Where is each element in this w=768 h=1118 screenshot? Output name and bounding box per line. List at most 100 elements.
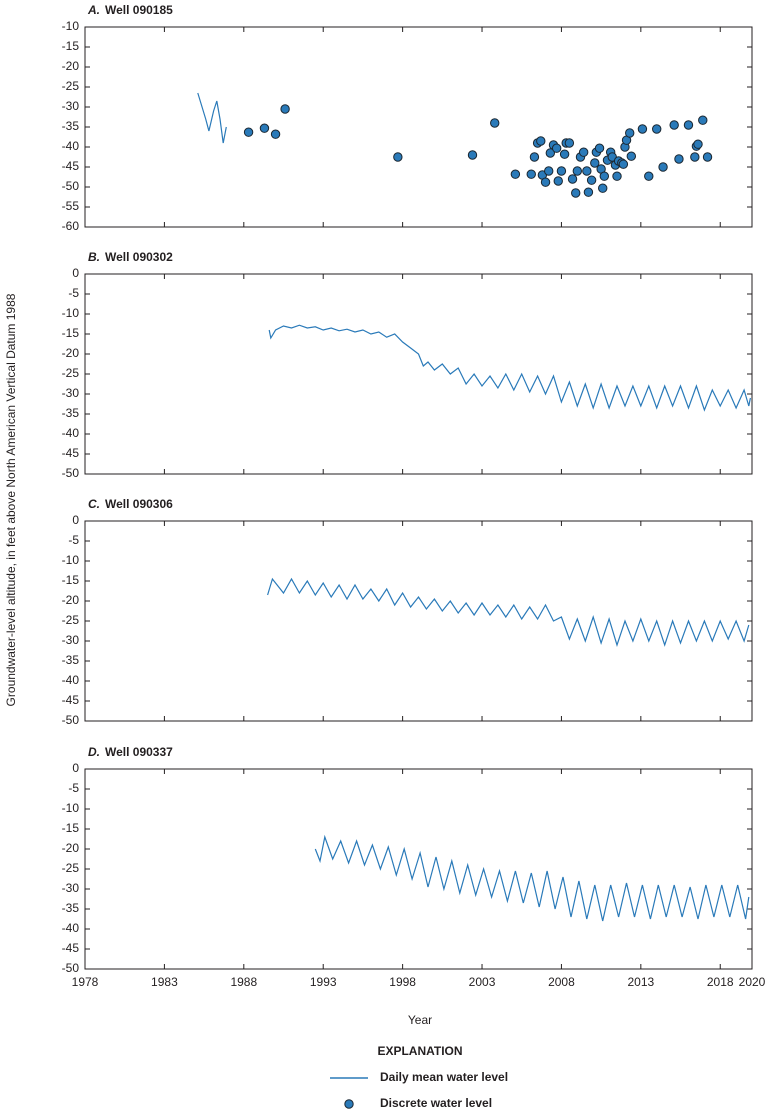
y-tick-label: 0 [72,266,79,280]
discrete-point [599,171,610,181]
discrete-point [280,104,290,114]
y-tick-label: -20 [62,59,80,73]
panel-title-text: Well 090337 [105,745,173,759]
x-tick-label: 1988 [230,975,257,989]
discrete-point [598,183,608,193]
y-tick-label: -25 [62,366,80,380]
y-tick-label: -45 [62,693,80,707]
discrete-point [393,152,403,162]
x-tick-label: 1993 [310,975,337,989]
discrete-point [243,127,254,137]
discrete-point [690,152,700,162]
y-tick-label: -5 [68,533,79,547]
y-tick-label: -20 [62,346,80,360]
x-axis-label: Year [408,1013,432,1027]
discrete-point [545,148,556,158]
panel-letter: B. [88,250,100,264]
y-tick-label: 0 [72,513,79,527]
legend-dot [344,1099,354,1109]
y-tick-label: -40 [62,426,80,440]
discrete-point [626,151,637,161]
y-tick-label: -10 [62,306,80,320]
discrete-point [669,120,679,130]
y-tick-label: -40 [62,921,80,935]
panel-title-text: Well 090302 [105,250,173,264]
discrete-point [559,149,570,159]
plot-frame [84,768,753,970]
y-tick-label: -50 [62,713,80,727]
plot-frame [84,520,753,722]
y-tick-label: -45 [62,159,80,173]
discrete-point [529,152,540,162]
y-tick-label: -55 [62,199,80,213]
panel-title-text: Well 090185 [105,3,173,17]
discrete-point [553,176,563,186]
discrete-point [658,162,668,172]
x-tick-label: 2013 [627,975,654,989]
panel-letter: A. [87,3,100,17]
discrete-point [540,177,551,187]
y-axis-label: Groundwater-level altitude, in feet abov… [4,293,18,706]
y-tick-label: -35 [62,653,80,667]
discrete-point [698,115,708,125]
legend-label: Discrete water level [380,1096,492,1110]
panel-title: A. Well 090185 [87,3,173,17]
y-tick-label: -10 [62,553,80,567]
y-tick-label: -5 [68,286,79,300]
y-tick-label: -50 [62,179,80,193]
discrete-point [571,188,581,198]
y-tick-label: -5 [68,781,79,795]
discrete-point [582,166,592,176]
discrete-point [510,169,521,179]
discrete-point [583,187,594,197]
y-tick-label: -25 [62,861,80,875]
y-tick-label: -30 [62,386,80,400]
y-tick-label: -45 [62,446,80,460]
panel-letter: C. [88,497,100,511]
discrete-point [683,120,694,130]
discrete-point [578,147,589,157]
y-tick-label: -10 [62,19,80,33]
discrete-point [490,118,500,128]
water-level-line [268,324,751,412]
discrete-point [551,143,562,153]
discrete-point [652,124,662,134]
plot-frame [84,273,753,475]
discrete-point [644,171,654,181]
discrete-point [567,174,578,184]
y-tick-label: -30 [62,881,80,895]
discrete-point [564,138,575,148]
y-tick-label: -20 [62,841,80,855]
x-tick-label: 2003 [469,975,496,989]
y-tick-label: -50 [62,961,80,975]
discrete-point [625,128,635,138]
discrete-point [586,175,597,185]
x-tick-label: 1998 [389,975,416,989]
y-tick-label: -15 [62,573,80,587]
y-tick-label: -45 [62,941,80,955]
discrete-point [467,150,478,160]
y-tick-label: -40 [62,673,80,687]
discrete-point [526,169,536,179]
x-tick-label: 1983 [151,975,178,989]
discrete-point [674,154,684,164]
y-tick-label: -15 [62,821,80,835]
discrete-point [590,158,600,168]
y-tick-label: -25 [62,613,80,627]
y-tick-label: -15 [62,326,80,340]
discrete-point [693,139,703,149]
y-tick-label: -25 [62,79,80,93]
x-tick-label: 2020 [739,975,766,989]
discrete-point [612,171,622,181]
y-tick-label: -30 [62,633,80,647]
legend-title: EXPLANATION [377,1044,462,1058]
y-tick-label: -50 [62,466,80,480]
plot-frame [84,26,753,228]
discrete-point [702,152,713,162]
y-tick-label: -35 [62,119,80,133]
discrete-point [637,124,648,134]
x-tick-label: 2018 [707,975,734,989]
discrete-point [270,129,281,139]
